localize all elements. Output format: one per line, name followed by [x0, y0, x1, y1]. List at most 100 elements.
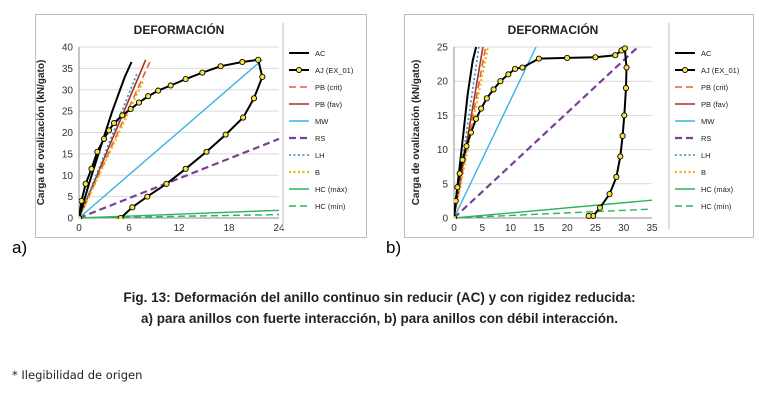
- legend-label: PB (fav): [315, 100, 343, 109]
- legend-label: AC: [701, 49, 712, 58]
- legend: AC AJ (EX_01) PB (crit) PB (fav) MW RS LH B HC (…: [282, 23, 354, 229]
- x-tick-label: 30: [618, 223, 630, 234]
- x-tick-label: 0: [451, 223, 457, 234]
- chart-title: DEFORMACIÓN: [134, 22, 225, 37]
- data-point-marker: [585, 212, 592, 219]
- plot-area: [79, 56, 280, 219]
- legend-label: RS: [701, 134, 711, 143]
- y-tick-label: 10: [62, 171, 74, 182]
- data-point-marker: [94, 148, 101, 155]
- y-tick-label: 20: [437, 77, 449, 88]
- data-point-marker: [217, 63, 224, 70]
- y-tick-label: 15: [62, 149, 74, 160]
- series-line-rs: [454, 46, 639, 219]
- data-point-marker: [613, 173, 620, 181]
- data-point-marker: [117, 214, 124, 219]
- data-point-marker: [167, 82, 174, 89]
- legend-label: PB (fav): [701, 100, 729, 109]
- chart-b-svg: DEFORMACIÓN 0 5 10 15 20 25 0 5 10 15 20 25 30 35 Defor…: [411, 22, 740, 248]
- data-point-marker: [88, 165, 95, 172]
- data-point-marker: [222, 131, 229, 138]
- x-tick-label: 15: [533, 223, 545, 234]
- data-point-marker: [203, 148, 210, 155]
- data-point-marker: [129, 204, 136, 211]
- data-point-marker: [119, 112, 126, 119]
- y-tick-label: 0: [67, 214, 73, 225]
- data-point-marker: [617, 153, 624, 160]
- chart-a-svg: DEFORMACIÓN 0 5 10 15 20 25 30 35 40 0 6 12 18 24 Defor…: [36, 22, 354, 248]
- data-point-marker: [100, 135, 108, 142]
- data-point-marker: [505, 71, 512, 78]
- data-point-marker: [478, 105, 485, 112]
- data-point-marker: [135, 99, 143, 106]
- legend-marker: [681, 66, 689, 74]
- data-point-marker: [182, 165, 189, 172]
- data-point-marker: [182, 76, 189, 83]
- y-axis-label: Carga de ovalización (kN/gato): [411, 60, 422, 206]
- legend-label: MW: [701, 117, 715, 126]
- x-tick-label: 12: [173, 223, 185, 234]
- y-tick-label: 30: [62, 85, 74, 96]
- data-point-marker: [163, 180, 170, 187]
- footnote: * Ilegibilidad de origen: [12, 368, 143, 382]
- legend-label: LH: [315, 151, 325, 160]
- data-point-marker: [145, 93, 152, 100]
- data-point-marker: [127, 105, 134, 113]
- legend-label: RS: [315, 134, 325, 143]
- data-point-marker: [199, 69, 206, 76]
- legend-label: B: [701, 168, 706, 177]
- series-line-hc-m-x-: [79, 209, 280, 219]
- series-line-b: [79, 78, 145, 219]
- data-point-marker: [239, 58, 246, 66]
- x-tick-label: 10: [505, 223, 517, 234]
- x-tick-label: 35: [646, 223, 658, 234]
- data-point-marker: [456, 170, 463, 177]
- chart-panel-b: DEFORMACIÓN 0 5 10 15 20 25 0 5 10 15 20 25 30 35 Defor…: [404, 14, 754, 248]
- series-line-hc-m-x-: [454, 199, 653, 219]
- x-tick-label: 20: [562, 223, 574, 234]
- data-point-marker: [459, 156, 466, 163]
- legend-marker: [295, 66, 303, 74]
- data-point-marker: [155, 87, 162, 94]
- data-point-marker: [483, 95, 490, 102]
- legend-label: HC (mín): [315, 202, 346, 211]
- data-point-marker: [519, 64, 526, 71]
- data-point-marker: [621, 112, 628, 119]
- x-tick-label: 18: [223, 223, 235, 234]
- data-point-marker: [105, 127, 113, 134]
- series-line-pb-fav-: [79, 59, 147, 219]
- legend-label: AC: [315, 49, 326, 58]
- series-line-mw: [79, 59, 263, 219]
- legend-label: LH: [701, 151, 711, 160]
- legend-label: B: [315, 168, 320, 177]
- panel-label-a: a): [12, 238, 28, 257]
- panel-label-b: b): [386, 238, 402, 257]
- y-tick-label: 0: [442, 214, 448, 225]
- plot-area: [454, 45, 653, 219]
- y-tick-label: 25: [62, 107, 74, 118]
- series-line-rs: [79, 137, 280, 219]
- data-point-marker: [255, 56, 262, 63]
- data-point-marker: [512, 65, 519, 72]
- data-point-marker: [259, 73, 266, 80]
- y-axis-label: Carga de ovalización (kN/gato): [36, 60, 47, 206]
- data-point-marker: [490, 86, 497, 93]
- data-point-marker: [564, 54, 571, 61]
- data-point-marker: [623, 64, 630, 71]
- data-point-marker: [240, 114, 247, 121]
- data-point-marker: [110, 120, 118, 127]
- figure-caption-line-1: Fig. 13: Deformación del anillo continuo…: [123, 290, 636, 305]
- series-line-hc-m-n-: [79, 213, 280, 219]
- data-point-marker: [79, 197, 85, 204]
- x-axis-label: Deformación (mm): [133, 236, 226, 237]
- data-point-marker: [463, 143, 470, 150]
- data-point-marker: [612, 52, 619, 59]
- data-point-marker: [622, 84, 630, 92]
- chart-title: DEFORMACIÓN: [508, 22, 599, 37]
- legend-label: HC (mín): [701, 202, 732, 211]
- data-point-marker: [592, 54, 599, 61]
- y-tick-label: 5: [67, 192, 73, 203]
- y-tick-label: 15: [437, 111, 449, 122]
- data-point-marker: [454, 184, 461, 191]
- series-line-mw: [454, 46, 537, 219]
